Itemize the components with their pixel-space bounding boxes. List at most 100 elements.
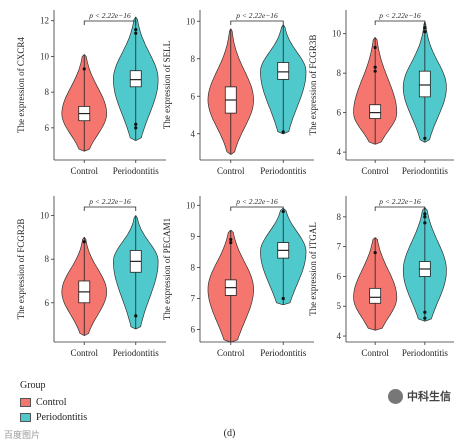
y-tick-label: 10 — [40, 51, 50, 61]
y-axis-label: The expression of CXCR4 — [16, 37, 26, 133]
outlier-point — [373, 65, 377, 69]
y-axis-label: The expression of SELL — [162, 41, 172, 129]
panel-2: 4 6 8 10 Control Periodontitis The expression … — [162, 10, 314, 176]
significance-bracket — [374, 20, 426, 25]
y-tick-label: 6 — [191, 325, 196, 335]
significance-bracket — [83, 206, 137, 211]
outlier-point — [423, 215, 427, 219]
figure-caption: (d) — [223, 428, 236, 439]
panel-6: 4 5 6 7 8 Control Periodontitis The expression … — [308, 196, 454, 358]
x-tick-label: Periodontitis — [260, 348, 306, 358]
p-value-label: p < 2.22e−16 — [235, 197, 278, 206]
wechat-icon — [388, 388, 403, 404]
significance-bracket — [230, 20, 284, 25]
boxplot-box — [369, 104, 382, 119]
outlier-point — [423, 316, 427, 320]
legend-item-control: Control — [20, 396, 87, 409]
panel-4: 6 8 10 Control Periodontitis The expression o… — [16, 196, 166, 358]
outlier-point — [281, 130, 285, 134]
outlier-point — [423, 136, 427, 140]
y-tick-label: 8 — [191, 262, 196, 272]
x-tick-label: Control — [70, 166, 98, 176]
y-axis-label: The expression of FCGR2B — [16, 219, 26, 320]
significance-bracket — [83, 20, 137, 25]
outlier-point — [373, 251, 377, 255]
x-tick-label: Control — [70, 348, 98, 358]
p-value-label: p < 2.22e−16 — [378, 197, 421, 206]
significance-bracket — [374, 206, 426, 211]
y-tick-label: 5 — [337, 301, 342, 311]
x-tick-label: Periodontitis — [402, 166, 448, 176]
x-tick-label: Periodontitis — [113, 348, 159, 358]
boxplot-box — [369, 287, 382, 304]
y-tick-label: 10 — [186, 16, 196, 26]
y-axis-label: The expression of PECAM1 — [162, 218, 172, 320]
watermark: 中科生信 — [388, 388, 451, 404]
outlier-point — [134, 314, 138, 318]
legend-swatch-control — [20, 398, 31, 407]
x-tick-label: Periodontitis — [113, 166, 159, 176]
outlier-point — [229, 240, 233, 245]
y-tick-label: 8 — [45, 254, 50, 264]
outlier-point — [82, 67, 86, 71]
legend-swatch-periodontitis — [20, 413, 31, 422]
outlier-point — [134, 31, 138, 35]
y-tick-label: 10 — [186, 200, 196, 210]
boxplot-box — [129, 70, 142, 88]
y-tick-label: 4 — [337, 147, 342, 157]
outlier-point — [281, 209, 285, 214]
p-value-label: p < 2.22e−16 — [235, 11, 278, 20]
y-tick-label: 10 — [332, 29, 342, 39]
panel-1: 6 8 10 12 Control Periodontitis The expression… — [16, 10, 166, 176]
outlier-point — [423, 212, 427, 216]
y-tick-label: 4 — [337, 331, 342, 341]
x-tick-label: Periodontitis — [402, 348, 448, 358]
outlier-point — [134, 126, 138, 130]
boxplot-box — [277, 62, 290, 80]
legend: Group Control Periodontitis — [20, 380, 87, 426]
legend-title: Group — [20, 380, 46, 391]
x-tick-label: Control — [361, 166, 389, 176]
y-tick-label: 7 — [191, 294, 196, 304]
p-value-label: p < 2.22e−16 — [88, 197, 131, 206]
boxplot-box — [418, 70, 431, 98]
y-tick-label: 9 — [191, 231, 196, 241]
outlier-point — [423, 310, 427, 314]
y-tick-label: 8 — [337, 68, 342, 78]
y-tick-label: 7 — [337, 242, 342, 252]
y-tick-label: 8 — [45, 87, 50, 97]
outlier-point — [373, 45, 377, 50]
outlier-point — [373, 69, 377, 73]
y-tick-label: 6 — [191, 91, 196, 101]
p-value-label: p < 2.22e−16 — [88, 11, 131, 20]
x-tick-label: Control — [217, 166, 245, 176]
watermark-text: 中科生信 — [407, 390, 451, 403]
legend-label-control: Control — [36, 397, 67, 408]
y-axis-label: The expression of FCGR3B — [308, 35, 318, 136]
outlier-point — [229, 237, 233, 242]
outlier-point — [134, 122, 138, 126]
y-axis-label: The expression of ITGAL — [308, 222, 318, 316]
outlier-point — [134, 28, 138, 32]
y-tick-label: 6 — [337, 271, 342, 281]
y-tick-label: 10 — [40, 211, 50, 221]
y-tick-label: 8 — [191, 54, 196, 64]
x-tick-label: Control — [217, 348, 245, 358]
outlier-point — [423, 221, 427, 225]
y-tick-label: 6 — [45, 298, 50, 308]
watermark-corner: 百度图片 — [4, 431, 41, 441]
x-tick-label: Control — [361, 348, 389, 358]
y-tick-label: 6 — [337, 108, 342, 118]
outlier-point — [423, 30, 427, 34]
x-tick-label: Periodontitis — [260, 166, 306, 176]
y-tick-label: 12 — [40, 16, 49, 26]
y-tick-label: 6 — [45, 123, 50, 133]
outlier-point — [423, 26, 427, 30]
outlier-point — [281, 296, 285, 301]
panel-5: 6 7 8 9 10 Control Periodontitis The expression… — [162, 196, 314, 358]
y-tick-label: 4 — [191, 129, 196, 139]
legend-item-periodontitis: Periodontitis — [20, 411, 87, 424]
significance-bracket — [230, 206, 284, 211]
legend-label-periodontitis: Periodontitis — [36, 412, 88, 423]
